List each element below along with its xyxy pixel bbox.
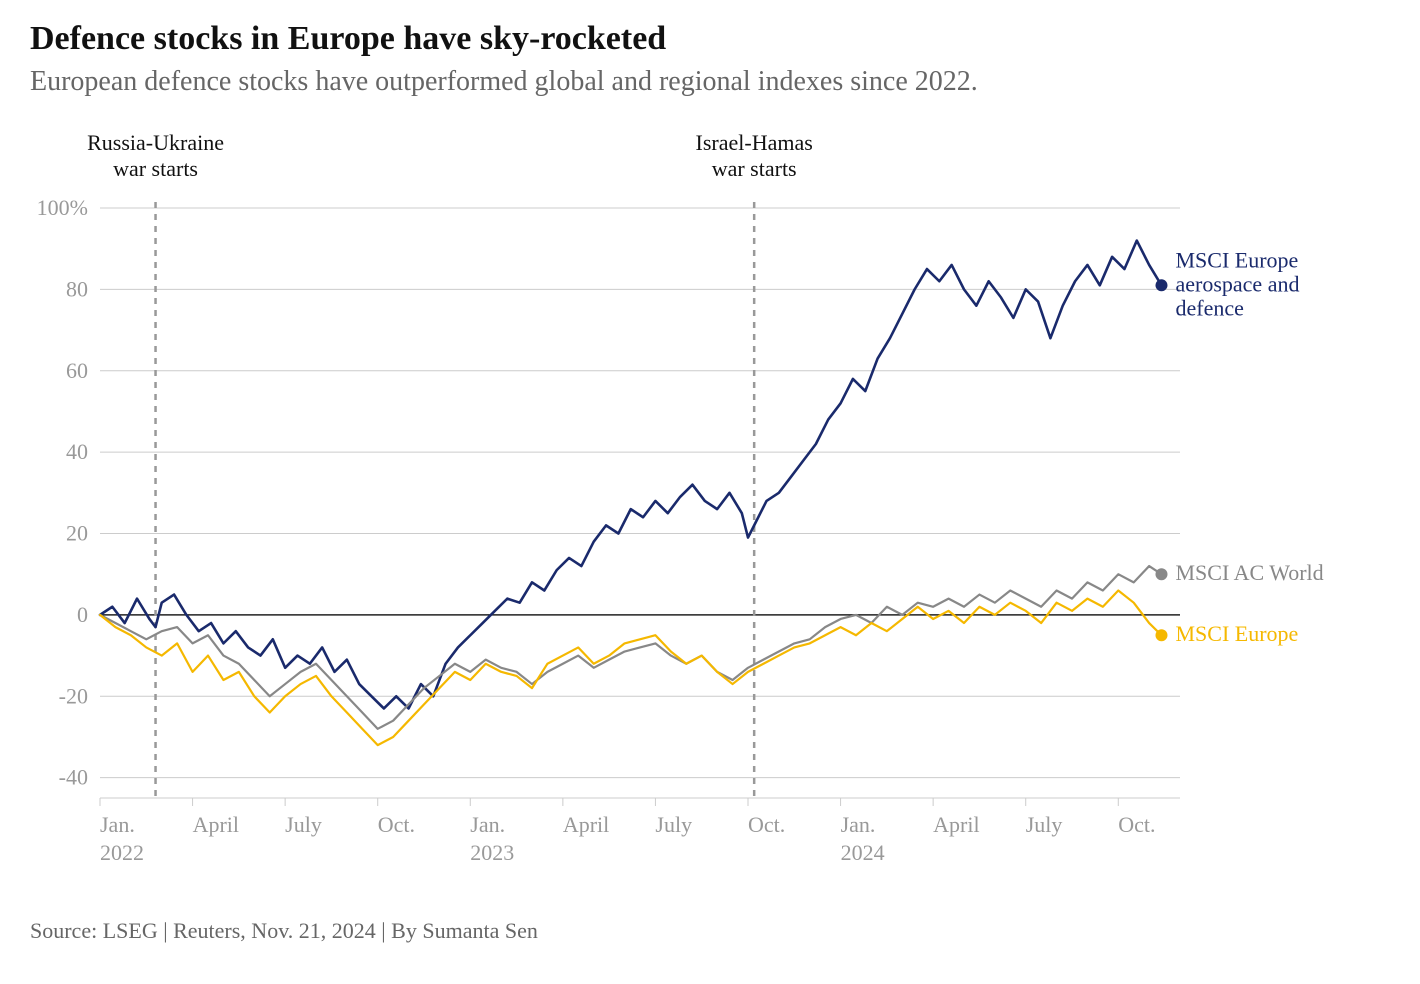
x-axis-label: July [655,812,692,837]
x-axis-label: Jan. [100,812,135,837]
x-axis-label: July [1026,812,1063,837]
chart-title: Defence stocks in Europe have sky-rocket… [30,20,1390,58]
x-axis-label: April [563,812,609,837]
y-axis-label: -20 [59,683,88,708]
x-axis-label: July [285,812,322,837]
x-axis-label: Oct. [748,812,785,837]
y-axis-label: 0 [77,602,88,627]
x-axis-label: Oct. [378,812,415,837]
series-end-marker [1155,568,1167,580]
x-axis-label: April [193,812,239,837]
y-axis-label: 100% [37,195,88,220]
y-axis-label: 80 [66,276,88,301]
x-axis-label: April [933,812,979,837]
chart-subtitle: European defence stocks have outperforme… [30,66,1390,98]
x-axis-label: Jan. [841,812,876,837]
series-line [100,590,1161,745]
chart-plot-area: -40 -20 0 20 40 60 80 100% Jan. April July Oct. Jan.… [30,128,1390,888]
x-axis-year-label: 2022 [100,840,144,865]
series-line [100,241,1161,709]
series-label: defence [1175,295,1243,320]
y-axis-label: 40 [66,439,88,464]
series-label: aerospace and [1175,271,1299,296]
x-axis-label: Jan. [470,812,505,837]
chart-container: Defence stocks in Europe have sky-rocket… [0,0,1420,984]
series-end-marker [1155,279,1167,291]
annotation-label: Russia-Ukraine [87,130,224,155]
annotation-label: war starts [712,156,797,181]
series-label: MSCI Europe [1175,621,1298,646]
y-axis-label: 60 [66,358,88,383]
annotation-label: war starts [113,156,198,181]
series-label: MSCI AC World [1175,560,1323,585]
annotation-label: Israel-Hamas [696,130,813,155]
chart-footnote: Source: LSEG | Reuters, Nov. 21, 2024 | … [30,918,1390,944]
line-chart-svg: -40 -20 0 20 40 60 80 100% Jan. April July Oct. Jan.… [30,128,1390,888]
series-end-marker [1155,629,1167,641]
y-axis-label: 20 [66,521,88,546]
y-axis-label: -40 [59,765,88,790]
x-axis-label: Oct. [1118,812,1155,837]
series-label: MSCI Europe [1175,247,1298,272]
x-axis-year-label: 2024 [841,840,885,865]
x-axis-year-label: 2023 [470,840,514,865]
series-line [100,566,1161,729]
